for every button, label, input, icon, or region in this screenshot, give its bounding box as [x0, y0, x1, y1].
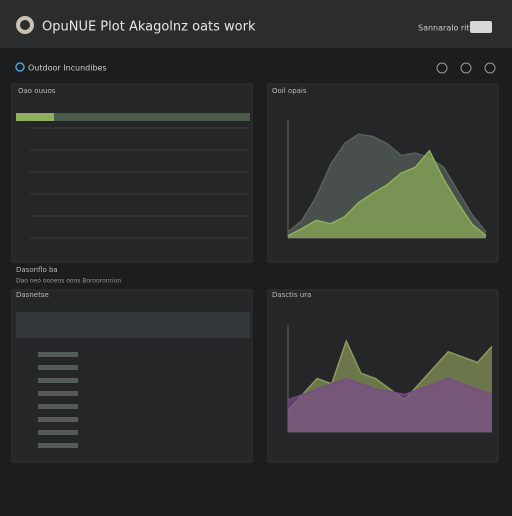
- user-name[interactable]: Sannaralo rit: [418, 24, 470, 33]
- summary-subtitle: Dao oeo oooeos ooos Borooronrion: [16, 278, 121, 285]
- area-fill: [288, 378, 492, 432]
- summary-title: Dasonflo ba: [16, 266, 58, 274]
- chart-title: Dasctis ura: [272, 291, 311, 299]
- grid: [30, 127, 248, 239]
- header-bar: [0, 0, 512, 48]
- icon-button[interactable]: [460, 62, 472, 74]
- icon-button[interactable]: [436, 62, 448, 74]
- series-line: [287, 339, 493, 412]
- panel-title: Dasnetse: [16, 291, 49, 299]
- logo-inner: [20, 20, 30, 30]
- app-title: OpuNUE Plot Akagolnz oats work: [42, 20, 256, 35]
- section-title: Outdoor Incundibes: [28, 64, 107, 73]
- series-line: [287, 133, 487, 233]
- icon-button[interactable]: [484, 62, 496, 74]
- user-button[interactable]: [470, 21, 492, 33]
- panel-header-accent: [16, 113, 54, 121]
- area-fill: [288, 150, 486, 238]
- panel-title: Oao ouuos: [18, 87, 56, 95]
- panel: [11, 83, 253, 263]
- table-header: [16, 312, 250, 338]
- table-rows: [38, 352, 78, 448]
- series-line: [287, 149, 487, 237]
- panel-header: [16, 113, 250, 121]
- section-icon: [15, 62, 25, 72]
- chart-title: Ooil opais: [272, 87, 307, 95]
- series-line: [287, 377, 493, 401]
